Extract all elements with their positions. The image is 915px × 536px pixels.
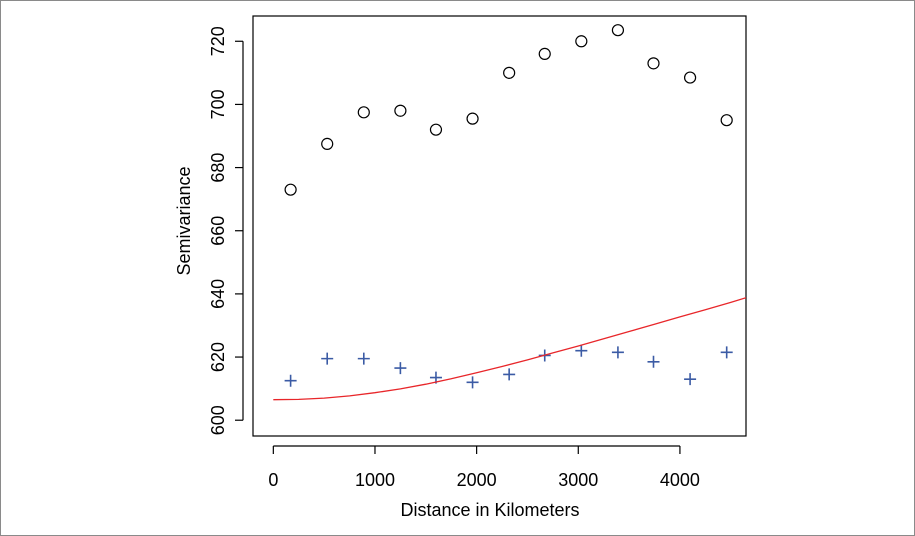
y-tick-label: 720 <box>208 26 228 56</box>
plus-point <box>357 352 370 365</box>
y-tick-label: 640 <box>208 279 228 309</box>
y-tick-label: 600 <box>208 405 228 435</box>
plus-point <box>684 373 697 386</box>
circle-point <box>357 106 370 119</box>
circle-point <box>284 183 297 196</box>
circle-point <box>611 24 625 37</box>
y-tick-label: 620 <box>208 342 228 372</box>
circle-point <box>429 123 443 136</box>
plus-point <box>321 352 334 365</box>
plus-point <box>466 376 479 389</box>
x-axis: 0 1000 2000 3000 4000 <box>268 445 700 490</box>
circle-point <box>647 57 660 70</box>
circle-point <box>321 137 334 150</box>
plus-point <box>284 374 297 387</box>
plus-point <box>720 346 733 359</box>
plus-point <box>611 346 624 359</box>
x-tick-label: 2000 <box>457 470 497 490</box>
circle-point <box>538 47 551 60</box>
circle-point <box>503 66 516 79</box>
x-tick-label: 4000 <box>660 470 700 490</box>
x-tick-label: 3000 <box>558 470 598 490</box>
plus-point <box>647 355 660 368</box>
plus-point <box>394 362 407 375</box>
plot-area <box>252 15 747 437</box>
circle-point <box>394 104 407 117</box>
circle-point <box>575 35 588 48</box>
y-tick-label: 680 <box>208 153 228 183</box>
y-axis-title: Semivariance <box>174 166 194 275</box>
circle-point <box>683 71 697 84</box>
x-tick-label: 0 <box>268 470 278 490</box>
circle-point <box>720 114 733 127</box>
plus-point <box>575 344 588 357</box>
series-layer <box>273 24 746 401</box>
y-tick-label: 700 <box>208 89 228 119</box>
plus-point <box>503 368 516 381</box>
x-tick-label: 1000 <box>355 470 395 490</box>
y-tick-label: 660 <box>208 216 228 246</box>
circle-point <box>466 112 479 125</box>
x-axis-title: Distance in Kilometers <box>400 500 579 520</box>
fitted-model-line <box>273 297 746 401</box>
y-axis: 600 620 640 660 680 700 720 <box>208 26 244 435</box>
